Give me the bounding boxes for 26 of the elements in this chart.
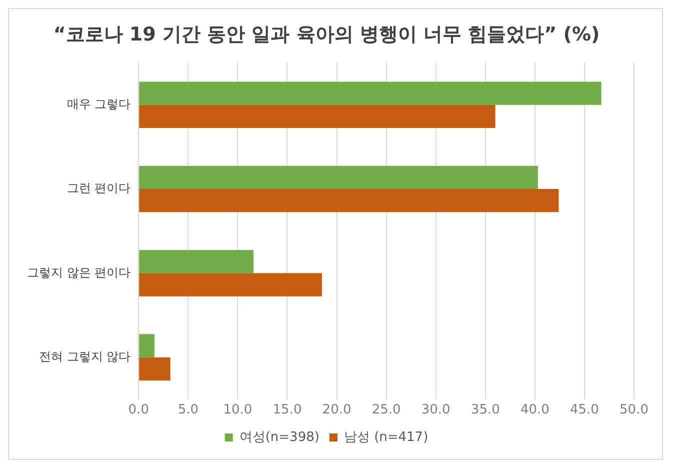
y-tick-label: 전혀 그렇지 않다 <box>38 349 131 364</box>
x-tick-label: 10.0 <box>223 402 252 418</box>
bar <box>139 104 496 128</box>
bar <box>139 357 170 380</box>
x-tick-label: 30.0 <box>421 402 450 418</box>
x-tick-label: 50.0 <box>620 402 648 418</box>
bar <box>139 189 559 212</box>
bar <box>139 334 154 358</box>
bar <box>139 250 254 274</box>
x-tick-label: 40.0 <box>520 402 550 418</box>
bar <box>139 82 602 105</box>
legend-label: 남성 (n=417) <box>344 430 428 445</box>
x-tick-label: 20.0 <box>322 402 352 418</box>
legend-label: 여성(n=398) <box>239 430 320 445</box>
x-tick-label: 45.0 <box>570 402 599 418</box>
y-tick-label: 그런 편이다 <box>66 181 131 196</box>
bar <box>139 273 322 296</box>
x-tick-label: 0.0 <box>128 402 149 418</box>
x-tick-label: 15.0 <box>272 402 302 418</box>
y-tick-label: 매우 그렇다 <box>66 97 131 111</box>
x-tick-label: 35.0 <box>470 402 500 418</box>
chart-title: “코로나 19 기간 동안 일과 육아의 병행이 너무 힘들었다” (%) <box>53 23 600 46</box>
x-tick-label: 5.0 <box>178 402 199 418</box>
bar <box>139 166 538 190</box>
y-tick-label: 그렇지 않은 편이다 <box>26 265 131 280</box>
x-tick-label: 25.0 <box>372 402 401 418</box>
